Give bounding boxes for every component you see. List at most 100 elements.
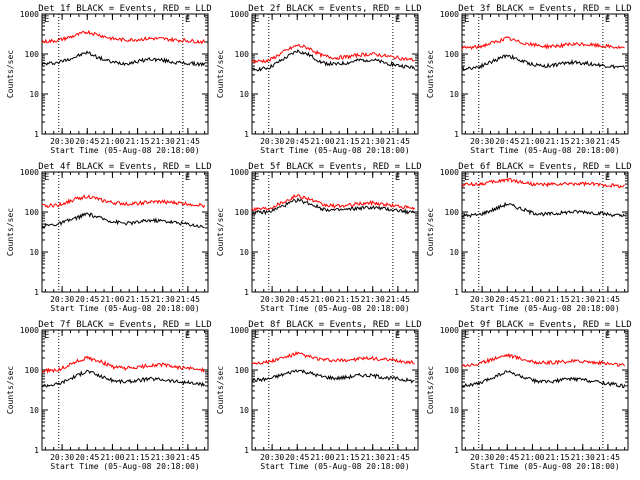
chart-panel: Det 4f BLACK = Events, RED = LLD 1 10 100 10… xyxy=(6,162,212,313)
y-tick-label: 1 xyxy=(454,446,459,455)
chart-panel: Det 7f BLACK = Events, RED = LLD 1 10 100 10… xyxy=(6,320,212,471)
series-lld-line xyxy=(41,29,206,45)
x-tick-label: 21:00 xyxy=(520,453,544,462)
marker-label-left: E xyxy=(464,15,469,25)
y-tick-label: 10 xyxy=(449,406,459,415)
y-tick-label: 10 xyxy=(239,248,249,257)
y-tick-label: 1000 xyxy=(440,10,459,19)
x-tick-label: 21:45 xyxy=(386,295,410,304)
marker-label-right: E xyxy=(605,331,610,341)
x-tick-label: 21:00 xyxy=(520,137,544,146)
series-events-line xyxy=(461,53,626,72)
x-tick-label: 21:15 xyxy=(546,295,570,304)
x-tick-label: 21:15 xyxy=(336,453,360,462)
series-lld-line xyxy=(461,36,625,51)
marker-label-right: E xyxy=(395,15,400,25)
y-tick-label: 100 xyxy=(25,50,40,59)
marker-label-left: E xyxy=(44,331,49,341)
marker-label-left: E xyxy=(44,173,49,183)
y-tick-label: 1 xyxy=(244,446,249,455)
x-tick-label: 20:30 xyxy=(470,137,494,146)
x-tick-label: 21:30 xyxy=(361,295,385,304)
y-tick-label: 1000 xyxy=(230,326,249,335)
chart-title: Det 5f BLACK = Events, RED = LLD xyxy=(248,162,421,172)
y-axis-label: Counts/sec xyxy=(426,50,435,98)
chart-panel: Det 6f BLACK = Events, RED = LLD 1 10 100 10… xyxy=(426,162,632,313)
y-axis-label: Counts/sec xyxy=(6,366,15,414)
x-axis-label: Start Time (05-Aug-08 20:18:00) xyxy=(260,146,409,155)
x-tick-label: 20:45 xyxy=(75,453,99,462)
x-tick-label: 20:30 xyxy=(260,453,284,462)
y-tick-label: 100 xyxy=(235,208,250,217)
y-tick-label: 100 xyxy=(235,366,250,375)
chart-panel: Det 1f BLACK = Events, RED = LLD 1 10 100 10… xyxy=(6,4,212,155)
x-tick-label: 20:30 xyxy=(50,137,74,146)
x-tick-label: 20:30 xyxy=(50,453,74,462)
x-tick-label: 21:00 xyxy=(100,295,124,304)
y-tick-label: 1 xyxy=(244,288,249,297)
y-tick-label: 10 xyxy=(239,406,249,415)
chart-title: Det 8f BLACK = Events, RED = LLD xyxy=(248,320,421,330)
chart-panel: Det 5f BLACK = Events, RED = LLD 1 10 100 10… xyxy=(216,162,422,313)
y-tick-label: 1 xyxy=(244,130,249,139)
x-tick-label: 20:30 xyxy=(50,295,74,304)
plot-frame xyxy=(251,329,419,451)
series-lld-line xyxy=(251,193,416,212)
x-tick-label: 20:45 xyxy=(495,295,519,304)
chart-title: Det 4f BLACK = Events, RED = LLD xyxy=(38,162,211,172)
x-axis-label: Start Time (05-Aug-08 20:18:00) xyxy=(470,304,619,313)
y-tick-label: 1 xyxy=(34,130,39,139)
y-tick-label: 1000 xyxy=(230,168,249,177)
y-tick-label: 1000 xyxy=(20,168,39,177)
x-tick-label: 20:45 xyxy=(285,453,309,462)
x-axis-label: Start Time (05-Aug-08 20:18:00) xyxy=(470,462,619,471)
plot-frame xyxy=(251,13,419,135)
series-lld-line xyxy=(251,43,415,64)
chart-panel: Det 8f BLACK = Events, RED = LLD 1 10 100 10… xyxy=(216,320,422,471)
marker-label-right: E xyxy=(395,173,400,183)
y-axis-label: Counts/sec xyxy=(6,208,15,256)
y-tick-label: 1000 xyxy=(440,168,459,177)
x-axis-label: Start Time (05-Aug-08 20:18:00) xyxy=(260,304,409,313)
plot-frame xyxy=(251,171,419,293)
series-events-line xyxy=(251,369,415,384)
x-tick-label: 21:30 xyxy=(571,453,595,462)
x-tick-label: 21:15 xyxy=(546,453,570,462)
chart-panel: Det 2f BLACK = Events, RED = LLD 1 10 100 10… xyxy=(216,4,422,155)
y-tick-label: 10 xyxy=(239,90,249,99)
x-tick-label: 21:30 xyxy=(151,295,175,304)
x-tick-label: 21:00 xyxy=(100,453,124,462)
y-axis-label: Counts/sec xyxy=(6,50,15,98)
y-axis-label: Counts/sec xyxy=(426,208,435,256)
marker-label-left: E xyxy=(44,15,49,25)
x-tick-label: 21:15 xyxy=(336,137,360,146)
y-tick-label: 10 xyxy=(449,248,459,257)
plot-frame xyxy=(41,171,209,293)
y-tick-label: 1000 xyxy=(20,326,39,335)
y-tick-label: 10 xyxy=(29,248,39,257)
x-tick-label: 21:45 xyxy=(596,453,620,462)
y-tick-label: 100 xyxy=(445,208,460,217)
series-events-line xyxy=(41,50,206,68)
y-axis-label: Counts/sec xyxy=(216,366,225,414)
x-tick-label: 21:45 xyxy=(176,453,200,462)
plot-frame xyxy=(461,329,629,451)
y-tick-label: 10 xyxy=(29,406,39,415)
series-lld-line xyxy=(41,194,206,209)
marker-label-left: E xyxy=(254,173,259,183)
y-tick-label: 1 xyxy=(34,288,39,297)
x-tick-label: 20:45 xyxy=(495,453,519,462)
series-events-line xyxy=(461,370,626,389)
chart-title: Det 1f BLACK = Events, RED = LLD xyxy=(38,4,211,14)
x-tick-label: 20:45 xyxy=(495,137,519,146)
x-tick-label: 20:30 xyxy=(470,295,494,304)
y-tick-label: 1000 xyxy=(230,10,249,19)
y-tick-label: 1 xyxy=(454,288,459,297)
marker-label-right: E xyxy=(185,331,190,341)
x-axis-label: Start Time (05-Aug-08 20:18:00) xyxy=(50,304,199,313)
x-tick-label: 21:30 xyxy=(571,137,595,146)
x-tick-label: 21:15 xyxy=(546,137,570,146)
chart-title: Det 9f BLACK = Events, RED = LLD xyxy=(458,320,631,330)
x-tick-label: 20:45 xyxy=(75,137,99,146)
y-tick-label: 1 xyxy=(454,130,459,139)
